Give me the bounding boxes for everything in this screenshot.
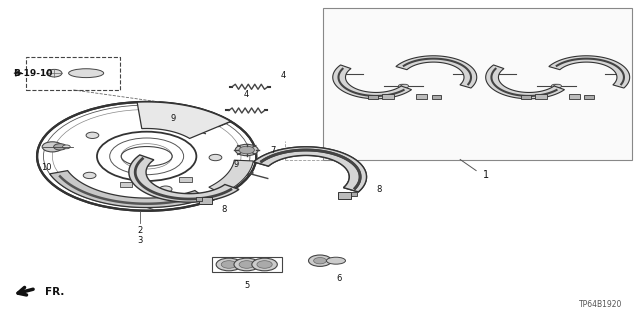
Polygon shape xyxy=(253,147,367,192)
Circle shape xyxy=(252,258,277,271)
Polygon shape xyxy=(486,65,564,99)
Text: 2: 2 xyxy=(138,226,143,235)
Circle shape xyxy=(401,84,408,88)
Text: B-19-10: B-19-10 xyxy=(13,69,52,78)
Circle shape xyxy=(468,72,476,76)
Circle shape xyxy=(554,84,561,88)
Circle shape xyxy=(488,72,496,76)
Text: 4: 4 xyxy=(244,90,250,99)
Bar xyxy=(584,95,594,100)
Polygon shape xyxy=(253,147,367,192)
Text: 7: 7 xyxy=(271,145,276,154)
Text: 9: 9 xyxy=(171,114,176,123)
Circle shape xyxy=(83,172,96,179)
Bar xyxy=(568,94,580,100)
Bar xyxy=(522,95,531,100)
Polygon shape xyxy=(137,102,230,138)
Circle shape xyxy=(257,261,272,268)
Polygon shape xyxy=(129,155,239,202)
Polygon shape xyxy=(396,56,477,88)
Circle shape xyxy=(209,154,222,161)
Text: 6: 6 xyxy=(337,274,342,283)
Circle shape xyxy=(314,257,326,264)
Bar xyxy=(431,95,441,100)
Bar xyxy=(383,94,394,100)
Circle shape xyxy=(221,261,237,268)
Ellipse shape xyxy=(68,69,104,78)
Circle shape xyxy=(621,72,629,76)
Text: 10: 10 xyxy=(41,163,51,172)
Text: 4: 4 xyxy=(280,71,285,80)
Text: 8: 8 xyxy=(221,205,227,214)
Polygon shape xyxy=(50,171,206,208)
Circle shape xyxy=(63,145,70,149)
Circle shape xyxy=(234,258,259,271)
Circle shape xyxy=(47,69,62,77)
Circle shape xyxy=(551,84,559,88)
Circle shape xyxy=(54,144,67,150)
Bar xyxy=(179,177,192,182)
Polygon shape xyxy=(209,160,253,194)
Polygon shape xyxy=(549,56,630,88)
Bar xyxy=(199,197,212,204)
Circle shape xyxy=(164,121,177,127)
Circle shape xyxy=(239,146,254,154)
Ellipse shape xyxy=(326,257,346,264)
Bar xyxy=(212,256,282,272)
Circle shape xyxy=(239,261,254,268)
Bar xyxy=(323,8,632,160)
Text: 9: 9 xyxy=(233,160,239,169)
Circle shape xyxy=(159,186,172,192)
Circle shape xyxy=(308,255,332,266)
Bar xyxy=(120,182,132,187)
Circle shape xyxy=(335,72,343,76)
Text: 3: 3 xyxy=(138,236,143,245)
Bar xyxy=(196,197,202,201)
Text: FR.: FR. xyxy=(45,287,64,297)
Circle shape xyxy=(216,258,242,271)
Circle shape xyxy=(398,84,406,88)
Bar xyxy=(351,192,357,196)
Text: 1: 1 xyxy=(483,170,489,180)
Bar xyxy=(415,94,427,100)
Text: TP64B1920: TP64B1920 xyxy=(579,300,622,309)
Text: 8: 8 xyxy=(376,185,382,194)
Polygon shape xyxy=(333,65,412,99)
Bar xyxy=(369,95,378,100)
Circle shape xyxy=(236,144,258,156)
Circle shape xyxy=(141,184,152,189)
Circle shape xyxy=(86,132,99,138)
Bar xyxy=(26,57,120,90)
Text: 5: 5 xyxy=(244,280,250,290)
Bar xyxy=(536,94,547,100)
Circle shape xyxy=(42,142,63,152)
Bar xyxy=(338,192,351,199)
